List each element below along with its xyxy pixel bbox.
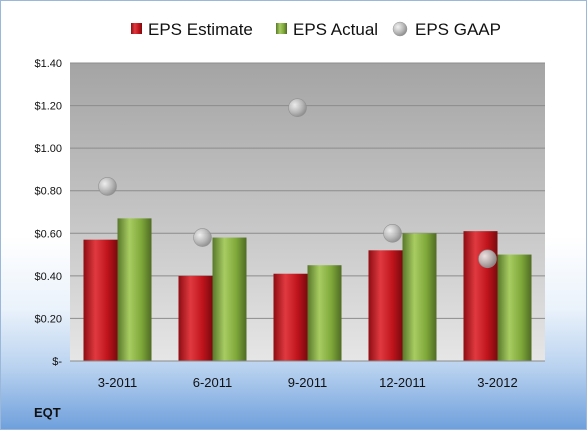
legend-label-eps-estimate: EPS Estimate — [148, 20, 253, 39]
y-tick-label: $1.40 — [34, 58, 62, 70]
bar-eps-estimate-6-2011 — [178, 275, 213, 361]
y-tick-label: $0.20 — [34, 313, 62, 325]
bar-eps-actual-9-2011 — [307, 265, 342, 361]
marker-eps-gaap-6-2011 — [193, 228, 212, 247]
marker-eps-gaap-3-2012 — [478, 249, 497, 269]
legend-swatch-eps-actual — [276, 23, 287, 34]
x-category-label: 6-2011 — [193, 375, 233, 390]
marker-eps-gaap-9-2011 — [288, 98, 307, 117]
marker-eps-gaap-3-2011 — [98, 177, 117, 196]
bar-eps-actual-6-2011 — [212, 237, 247, 361]
legend: EPS Estimate EPS Actual EPS GAAP — [131, 20, 501, 39]
bar-eps-estimate-3-2012 — [463, 231, 498, 361]
x-category-label: 3-2011 — [98, 375, 138, 390]
y-axis-ticks: $- $0.20 $0.40 $0.60 $0.80 $1.00 $1.20 $1.40 — [34, 58, 62, 368]
y-tick-label: $0.80 — [34, 186, 62, 198]
x-category-label: 3-2012 — [477, 375, 517, 390]
bar-eps-estimate-9-2011 — [273, 273, 308, 361]
y-tick-label: $- — [52, 356, 62, 368]
bar-eps-actual-3-2012 — [497, 254, 532, 361]
ticker-label: EQT — [34, 405, 61, 420]
bars — [83, 218, 532, 361]
y-tick-label: $1.00 — [34, 143, 62, 155]
x-category-label: 9-2011 — [288, 375, 328, 390]
y-tick-label: $1.20 — [34, 101, 62, 113]
legend-marker-eps-gaap — [392, 21, 408, 37]
bar-eps-estimate-3-2011 — [83, 239, 118, 361]
y-tick-label: $0.60 — [34, 228, 62, 240]
legend-label-eps-gaap: EPS GAAP — [415, 20, 501, 39]
bar-eps-estimate-12-2011 — [368, 250, 403, 361]
x-category-label: 12-2011 — [379, 375, 426, 390]
legend-label-eps-actual: EPS Actual — [293, 20, 378, 39]
y-tick-label: $0.40 — [34, 271, 62, 283]
gaap-markers — [98, 98, 497, 269]
legend-swatch-eps-estimate — [131, 23, 142, 34]
marker-eps-gaap-12-2011 — [383, 223, 402, 243]
bar-eps-actual-3-2011 — [117, 218, 152, 361]
x-axis-categories: 3-2011 6-2011 9-2011 12-2011 3-2012 — [98, 375, 518, 390]
bar-eps-actual-12-2011 — [402, 233, 437, 361]
